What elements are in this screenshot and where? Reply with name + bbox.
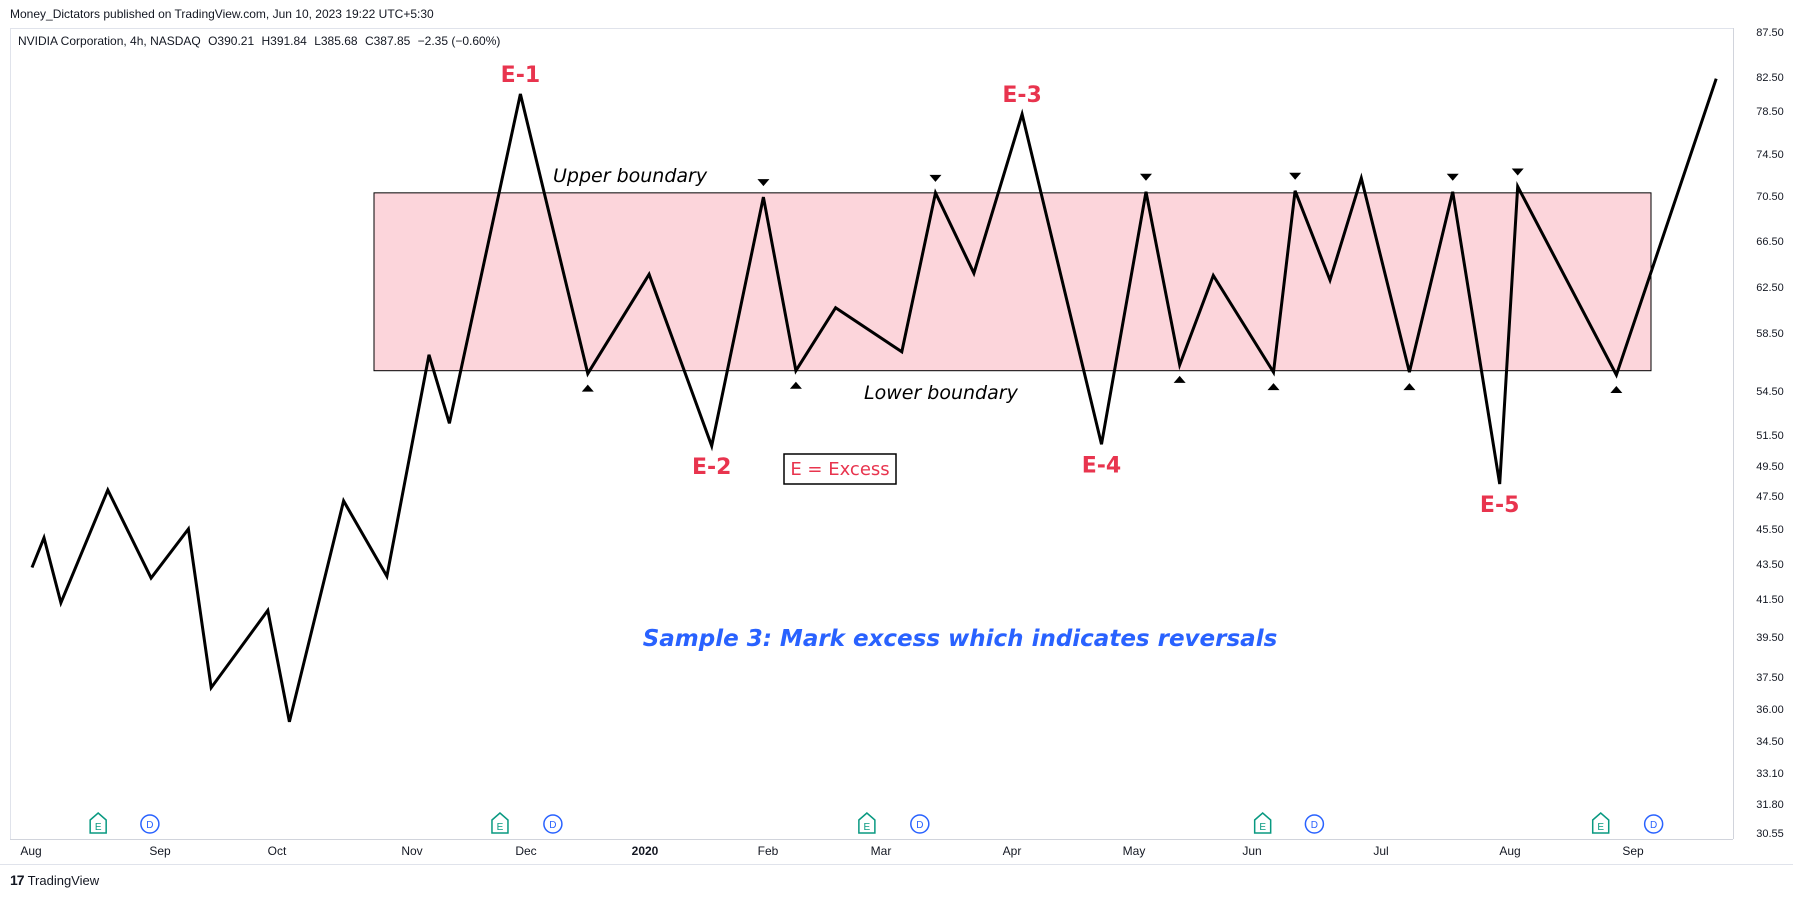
earnings-icon[interactable] (1253, 812, 1272, 834)
dividend-icon[interactable] (910, 814, 930, 834)
price-axis-label: 58.50 (1756, 328, 1784, 340)
price-axis-label: 30.55 (1756, 828, 1784, 840)
price-axis-label: 39.50 (1756, 632, 1784, 644)
range-box (373, 192, 1652, 372)
time-axis-label: Sep (149, 844, 171, 858)
price-axis-label: 31.80 (1756, 799, 1784, 811)
plot-top-border (10, 28, 1733, 29)
time-axis-label: Mar (871, 844, 892, 858)
symbol-name: NVIDIA Corporation, 4h, NASDAQ (18, 34, 201, 48)
excess-label: E-4 (1082, 453, 1121, 478)
price-axis-label: 33.10 (1756, 768, 1784, 780)
time-axis-label: Feb (758, 844, 779, 858)
price-axis-label: 41.50 (1756, 594, 1784, 606)
excess-label: E-5 (1480, 493, 1519, 518)
dividend-icon[interactable] (1643, 814, 1664, 834)
tradingview-logo-icon: 17 (10, 872, 25, 888)
plot-left-border (10, 28, 11, 839)
dividend-icon[interactable] (140, 814, 160, 834)
down-arrow-marker (1446, 173, 1459, 181)
price-axis-label: 37.50 (1756, 672, 1784, 684)
time-axis-label: Sep (1622, 844, 1644, 858)
excess-label: E-3 (1002, 83, 1041, 108)
tradingview-logo[interactable]: 17 TradingView (10, 872, 99, 888)
earnings-icon-letter: E (1259, 822, 1266, 833)
up-arrow-marker (1610, 386, 1623, 394)
up-arrow-marker (789, 381, 802, 389)
tradingview-logo-text: TradingView (27, 872, 100, 888)
time-axis-label: 2020 (632, 844, 659, 858)
dividend-icon[interactable] (1304, 814, 1325, 834)
price-axis-label: 78.50 (1756, 106, 1784, 118)
high-value: H391.84 (261, 34, 307, 48)
down-arrow-marker (929, 174, 942, 182)
symbol-legend[interactable]: NVIDIA Corporation, 4h, NASDAQ O390.21 H… (18, 34, 504, 48)
dividend-icon-letter: D (1650, 820, 1657, 831)
publisher-info: Money_Dictators published on TradingView… (10, 7, 434, 21)
time-axis-label: May (1123, 844, 1146, 858)
earnings-icon[interactable] (858, 812, 876, 834)
price-axis-label: 66.50 (1756, 236, 1784, 248)
time-axis-label: Apr (1003, 844, 1022, 858)
price-axis-label: 54.50 (1756, 386, 1784, 398)
dividend-icon[interactable] (543, 814, 563, 834)
excess-legend-text: E = Excess (790, 459, 889, 480)
earnings-icon[interactable] (491, 812, 509, 834)
dividend-icon-letter: D (146, 820, 153, 831)
price-line[interactable] (30, 78, 1718, 723)
price-axis-label: 49.50 (1756, 461, 1784, 473)
time-axis-label: Nov (401, 844, 422, 858)
time-axis-label: Jul (1373, 844, 1388, 858)
sample-annotation: Sample 3: Mark excess which indicates re… (643, 626, 1278, 652)
earnings-icon[interactable] (89, 812, 107, 834)
price-axis-border (1733, 28, 1734, 839)
excess-label: E-2 (692, 455, 731, 480)
price-axis-label: 43.50 (1756, 559, 1784, 571)
down-arrow-marker (1139, 173, 1152, 181)
excess-label: E-1 (501, 63, 540, 88)
time-axis-label: Aug (1499, 844, 1520, 858)
time-axis-label: Jun (1242, 844, 1261, 858)
time-axis-border (10, 839, 1733, 840)
upper-boundary-label: Upper boundary (553, 165, 708, 187)
lower-boundary-label: Lower boundary (864, 382, 1019, 404)
down-arrow-marker (757, 179, 770, 187)
time-axis-label: Aug (20, 844, 41, 858)
down-arrow-marker (1511, 168, 1524, 176)
price-axis-label: 87.50 (1756, 27, 1784, 39)
dividend-icon-letter: D (1311, 820, 1318, 831)
price-axis-label: 70.50 (1756, 191, 1784, 203)
earnings-icon[interactable] (1591, 812, 1610, 834)
change-value: −2.35 (−0.60%) (417, 34, 501, 48)
low-value: L385.68 (314, 34, 358, 48)
dividend-icon-letter: D (549, 820, 556, 831)
price-axis-label: 34.50 (1756, 736, 1784, 748)
price-axis-label: 62.50 (1756, 282, 1784, 294)
price-axis-label: 45.50 (1756, 524, 1784, 536)
dividend-icon-letter: D (916, 820, 923, 831)
price-chart[interactable]: Upper boundary Lower boundary E-1 E-2 E-3 E-4… (0, 0, 1793, 864)
up-arrow-marker (1403, 383, 1416, 391)
earnings-icon-letter: E (497, 822, 504, 833)
price-axis-label: 82.50 (1756, 72, 1784, 84)
footer-divider (0, 864, 1793, 865)
close-value: C387.85 (364, 34, 411, 48)
price-axis-label: 74.50 (1756, 149, 1784, 161)
earnings-icon-letter: E (864, 822, 871, 833)
price-axis-label: 47.50 (1756, 491, 1784, 503)
up-arrow-marker (581, 384, 594, 392)
up-arrow-marker (1267, 383, 1280, 391)
time-axis-label: Dec (515, 844, 536, 858)
earnings-icon-letter: E (1597, 822, 1604, 833)
price-axis-label: 36.00 (1756, 704, 1784, 716)
earnings-icon-letter: E (95, 822, 102, 833)
down-arrow-marker (1289, 172, 1302, 180)
excess-legend-box (783, 453, 897, 485)
open-value: O390.21 (208, 34, 255, 48)
time-axis-label: Oct (268, 844, 287, 858)
price-axis-label: 51.50 (1756, 430, 1784, 442)
up-arrow-marker (1173, 375, 1186, 383)
